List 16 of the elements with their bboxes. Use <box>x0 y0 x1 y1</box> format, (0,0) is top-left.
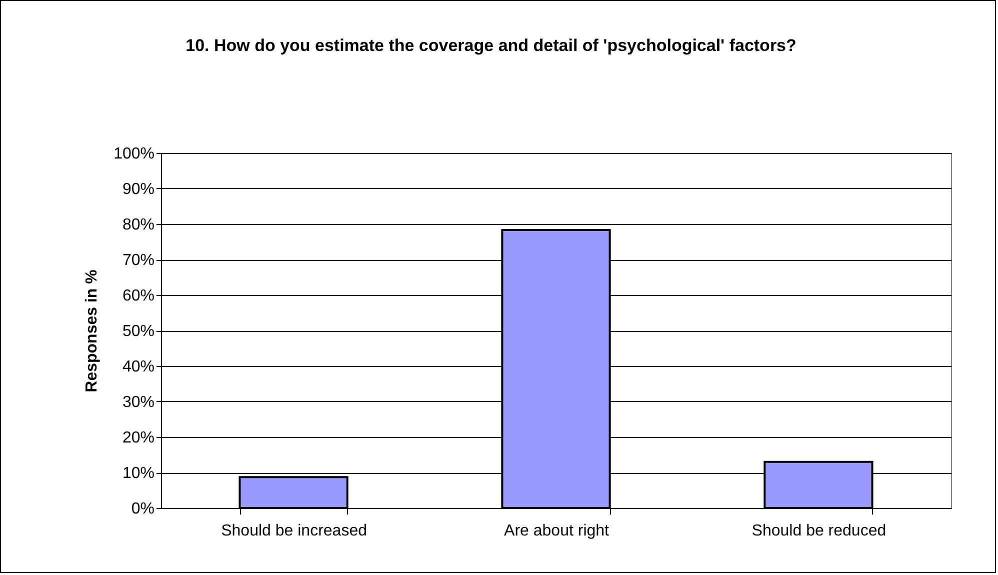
y-tick-label: 100% <box>114 146 154 162</box>
x-tick-label: Should be increased <box>221 522 367 540</box>
y-tick-label: 50% <box>122 323 154 340</box>
y-tick-label: 0% <box>131 500 154 518</box>
y-axis-title: Responses in % <box>84 270 101 392</box>
y-tick-label: 60% <box>122 288 154 304</box>
y-tick-label: 90% <box>122 181 154 198</box>
y-tick-label: 30% <box>122 394 154 411</box>
x-tick-label: Should be reduced <box>752 522 886 540</box>
y-tick-label: 10% <box>122 465 154 482</box>
y-tick-label: 40% <box>122 358 154 376</box>
y-tick-label: 70% <box>122 252 154 269</box>
x-tick-label: Are about right <box>504 522 610 540</box>
chart-title: 10. How do you estimate the coverage and detail of 'psychological' factors? <box>186 36 796 55</box>
y-tick-label: 20% <box>122 430 154 446</box>
y-tick-label: 80% <box>122 216 154 234</box>
